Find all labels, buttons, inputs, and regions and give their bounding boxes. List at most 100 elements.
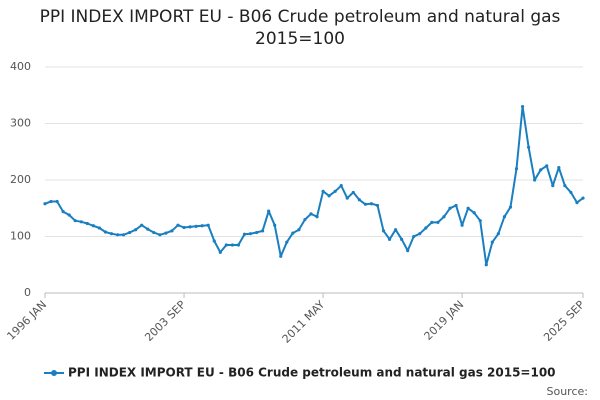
point (327, 194, 331, 198)
point (387, 237, 392, 241)
point (140, 223, 144, 227)
point (128, 230, 132, 235)
point (218, 250, 222, 254)
point (460, 223, 464, 227)
point (236, 243, 241, 247)
point (563, 184, 567, 188)
point (442, 215, 446, 219)
x-tick-label: 2011 MAY (280, 298, 328, 346)
point (164, 231, 168, 235)
point (533, 178, 537, 182)
point (176, 223, 180, 227)
point (315, 215, 319, 219)
point (369, 202, 374, 206)
point (484, 263, 488, 267)
point (375, 203, 380, 208)
point (406, 249, 410, 253)
point (418, 232, 422, 236)
point (400, 237, 404, 241)
legend-label: PPI INDEX IMPORT EU - B06 Crude petroleu… (68, 366, 556, 380)
point (206, 223, 210, 227)
point (569, 190, 573, 195)
point (472, 211, 476, 215)
point (291, 231, 295, 235)
point (224, 243, 228, 247)
point (526, 145, 531, 149)
point (212, 239, 216, 243)
point (345, 196, 349, 200)
source: Source: (547, 385, 589, 398)
point (545, 164, 549, 168)
point (297, 228, 301, 232)
y-tick-label: 300 (10, 117, 31, 130)
point (115, 233, 120, 237)
point (230, 243, 234, 247)
point (363, 202, 367, 206)
point (97, 226, 102, 230)
point (67, 213, 71, 217)
point (73, 219, 77, 223)
point (267, 209, 271, 213)
point (339, 184, 343, 188)
point (309, 212, 313, 216)
point (551, 184, 555, 188)
point (394, 228, 398, 232)
point (200, 224, 204, 228)
y-tick-label: 0 (24, 286, 31, 299)
point (448, 206, 452, 210)
point (575, 201, 579, 205)
point (61, 210, 65, 214)
point (273, 223, 277, 227)
y-tick-label: 100 (10, 230, 31, 243)
x-tick-label: 2003 SEP (142, 298, 188, 344)
x-tick-label: 1996 JAN (4, 298, 49, 343)
point (134, 228, 138, 232)
point (496, 232, 500, 236)
point (381, 229, 386, 233)
point (436, 220, 440, 224)
point (581, 196, 585, 200)
point (557, 165, 561, 170)
point (85, 221, 89, 226)
point (490, 240, 494, 244)
point (279, 254, 283, 258)
point (43, 202, 47, 206)
chart-title: PPI INDEX IMPORT EU - B06 Crude petroleu… (39, 7, 561, 49)
point (79, 220, 83, 224)
point (248, 232, 253, 236)
point (146, 227, 150, 231)
point (454, 203, 458, 208)
point (412, 234, 416, 239)
point (466, 206, 470, 210)
y-tick-label: 400 (10, 60, 31, 73)
point (478, 219, 482, 223)
point (285, 240, 289, 244)
point (520, 104, 525, 109)
y-tick-label: 200 (10, 173, 31, 186)
point (508, 205, 513, 209)
point (242, 232, 247, 236)
point (121, 233, 126, 237)
point (424, 226, 428, 230)
point (357, 198, 361, 202)
legend-marker (51, 370, 57, 376)
x-tick-label: 2025 SEP (541, 298, 587, 344)
point (103, 230, 108, 234)
point (351, 190, 355, 195)
point (152, 230, 156, 235)
point (333, 189, 337, 193)
point (321, 189, 325, 193)
point (109, 232, 114, 236)
point (194, 224, 198, 228)
point (91, 224, 95, 228)
point (158, 233, 162, 237)
point (261, 229, 265, 233)
point (254, 230, 259, 235)
series-line (44, 105, 584, 266)
point (170, 229, 174, 233)
point (514, 167, 519, 171)
point (539, 168, 543, 172)
point (502, 215, 507, 219)
